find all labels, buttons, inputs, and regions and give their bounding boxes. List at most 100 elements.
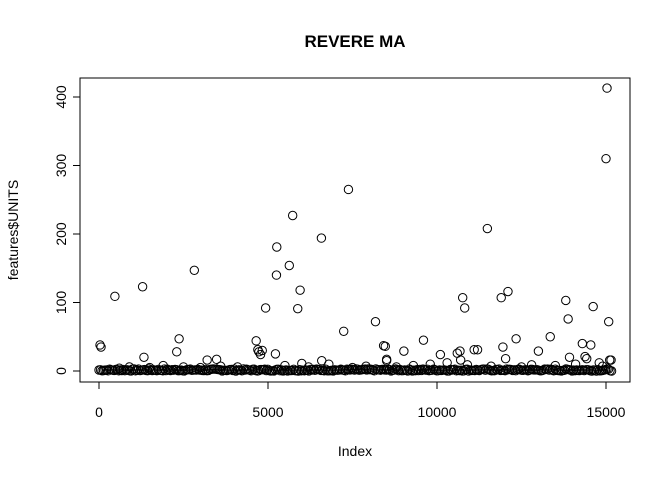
data-point [406, 365, 416, 375]
data-point [389, 365, 399, 375]
data-point [308, 364, 319, 375]
y-tick-label: 400 [53, 85, 69, 109]
data-point [381, 356, 392, 366]
data-point [139, 352, 149, 362]
data-point [516, 362, 527, 372]
data-point [603, 364, 614, 374]
data-point [591, 366, 602, 376]
data-point [142, 365, 153, 376]
data-point [427, 365, 437, 375]
data-point [457, 293, 468, 303]
data-point [586, 340, 596, 350]
data-point [280, 360, 290, 371]
data-point [482, 223, 493, 234]
data-point [544, 365, 554, 375]
data-point [399, 346, 409, 356]
data-point [361, 361, 371, 371]
data-point [275, 366, 285, 376]
data-point [455, 355, 466, 365]
data-point [604, 316, 614, 327]
data-point [606, 366, 617, 376]
x-tick-label: 0 [95, 404, 103, 420]
data-point [601, 153, 611, 164]
data-point [498, 342, 508, 352]
y-tick-label: 300 [53, 154, 69, 178]
data-point [472, 345, 483, 355]
data-point [408, 360, 419, 371]
data-point [334, 365, 345, 375]
data-point [96, 342, 106, 352]
data-point [260, 364, 270, 374]
data-point [594, 358, 604, 368]
data-point [137, 282, 148, 292]
data-point [391, 362, 402, 372]
data-point [500, 353, 511, 364]
x-axis: 0 5000 10000 15000 [95, 381, 626, 420]
y-tick-label: 200 [53, 222, 69, 246]
data-point [597, 361, 608, 371]
data-point [272, 242, 282, 252]
data-point [590, 365, 600, 375]
data-point [602, 83, 612, 93]
data-point [410, 365, 421, 376]
data-point [347, 362, 358, 373]
x-tick-label: 15000 [587, 404, 626, 420]
data-point [287, 365, 297, 376]
data-point [124, 362, 135, 372]
data-point [295, 285, 305, 295]
data-point [486, 361, 496, 371]
data-point [416, 365, 427, 376]
data-point [413, 365, 424, 376]
data-point [435, 349, 446, 360]
data-point [161, 365, 171, 376]
data-point [293, 366, 303, 376]
data-point [549, 366, 559, 376]
data-point [211, 354, 222, 365]
data-point [238, 364, 249, 374]
data-point [345, 365, 355, 375]
data-point [172, 347, 182, 357]
data-point [339, 326, 349, 336]
data-point [195, 362, 206, 373]
data-point [570, 359, 581, 369]
y-tick-label: 0 [53, 367, 69, 375]
x-tick-label: 10000 [418, 404, 457, 420]
data-point [462, 360, 473, 370]
data-point [460, 303, 470, 313]
data-point [232, 362, 243, 372]
data-point [463, 366, 474, 376]
data-point [314, 364, 325, 375]
data-point [158, 360, 168, 371]
data-point [270, 349, 281, 359]
data-point [228, 365, 238, 376]
data-point [380, 341, 390, 352]
data-point [503, 286, 513, 297]
y-axis: 0 100 200 300 400 [53, 85, 81, 375]
data-point [469, 345, 479, 355]
data-point [261, 365, 272, 376]
data-point [319, 366, 329, 376]
data-point [158, 366, 168, 376]
data-point [174, 334, 184, 344]
data-point [145, 362, 155, 373]
data-point [117, 365, 127, 376]
data-point [110, 291, 120, 302]
data-point [542, 364, 553, 374]
data-point [370, 316, 381, 327]
data-point [293, 303, 303, 314]
data-point [271, 270, 282, 280]
data-point [582, 353, 592, 364]
data-point [442, 358, 452, 368]
data-point [202, 355, 212, 365]
chart-title: REVERE MA [304, 32, 405, 51]
x-tick-label: 5000 [252, 404, 283, 420]
data-point [496, 293, 506, 303]
data-point [456, 365, 466, 375]
data-point [316, 233, 327, 243]
data-point [257, 345, 267, 356]
plot-frame [79, 77, 631, 383]
data-point [561, 295, 571, 306]
data-point [506, 364, 516, 375]
x-axis-label: Index [338, 443, 372, 459]
data-point [363, 364, 373, 374]
